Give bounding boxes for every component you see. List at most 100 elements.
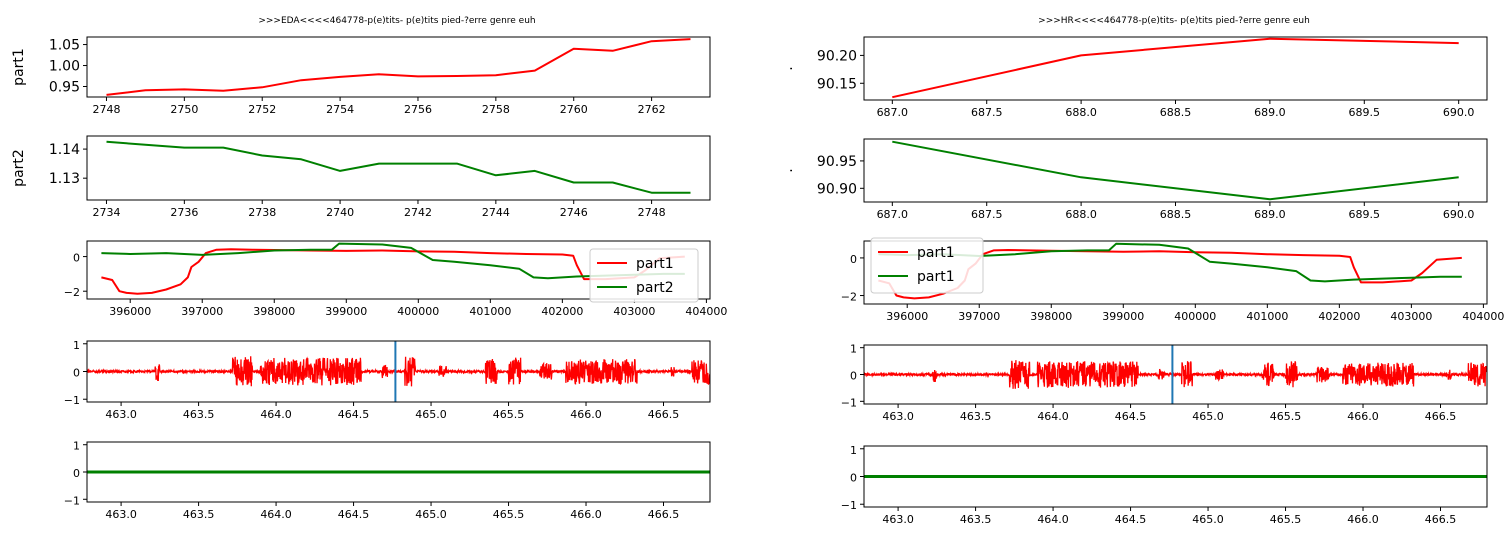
x-tick-label: 466.0: [1347, 410, 1379, 423]
x-tick-label: 687.5: [971, 208, 1003, 221]
subplot-eda_audio: 463.0 463.5 464.0 464.5 465.0 465.5 466.0 466.5…: [64, 339, 711, 421]
y-tick-label: −1: [841, 499, 857, 512]
series-line-0: [892, 37, 1459, 99]
y-tick-label: 0: [850, 472, 857, 485]
y-tick-label: 1.13: [49, 171, 80, 187]
x-tick-label: 688.5: [1160, 208, 1192, 221]
x-tick-label: 398000: [253, 305, 295, 318]
x-tick-label: 465.5: [493, 508, 525, 521]
x-tick-label: 690.0: [1443, 106, 1475, 119]
x-tick-label: 2736: [170, 206, 198, 219]
x-tick-label: 688.5: [1160, 106, 1192, 119]
x-tick-label: 466.0: [570, 508, 602, 521]
x-tick-label: 2744: [482, 206, 510, 219]
axes-layer: 2748 2750 2752 2754 2756 2758 2760 27620.951.00…: [11, 36, 1504, 526]
axes-frame: [86, 240, 711, 300]
axes-frame: [86, 135, 711, 201]
x-tick-label: 404000: [1462, 310, 1504, 323]
plot-area: [106, 140, 691, 194]
x-tick-label: 687.0: [877, 106, 909, 119]
y-tick-label: 90.15: [817, 76, 857, 92]
x-tick-label: 463.0: [105, 408, 137, 421]
x-tick-label: 401000: [469, 305, 511, 318]
x-tick-label: 464.0: [1037, 513, 1069, 526]
x-tick-label: 466.0: [570, 408, 602, 421]
y-axis-label: .: [780, 168, 796, 172]
y-axis-label: part1: [11, 48, 27, 86]
y-tick-label: −2: [64, 286, 80, 299]
right-figure-title: >>>HR<<<<464778-p(e)tits- p(e)tits pied-…: [1038, 16, 1310, 26]
x-tick-label: 466.5: [648, 508, 680, 521]
x-tick-label: 466.5: [1425, 410, 1457, 423]
subplot-eda_overlay: 396000 397000 398000 399000 400000 401000 4020…: [64, 240, 727, 318]
y-axis-label: .: [780, 66, 796, 70]
x-tick-label: 2734: [92, 206, 120, 219]
x-tick-label: 465.0: [415, 408, 447, 421]
x-tick-label: 397000: [958, 310, 1000, 323]
x-tick-label: 398000: [1030, 310, 1072, 323]
y-tick-label: 1.05: [49, 38, 80, 54]
y-tick-label: 0: [73, 367, 80, 380]
x-tick-label: 466.5: [1425, 513, 1457, 526]
y-tick-label: −2: [841, 291, 857, 304]
x-tick-label: 687.5: [971, 106, 1003, 119]
x-tick-label: 465.0: [1192, 513, 1224, 526]
subplot-eda_flat: 463.0 463.5 464.0 464.5 465.0 465.5 466.0 466.5…: [64, 440, 711, 521]
x-tick-label: 2754: [326, 103, 354, 116]
subplot-hr_flat: 463.0 463.5 464.0 464.5 465.0 465.5 466.0 466.5…: [841, 444, 1488, 526]
x-tick-label: 2746: [560, 206, 588, 219]
y-tick-label: 90.95: [817, 154, 857, 170]
y-tick-label: 1.00: [49, 59, 80, 75]
y-tick-label: −1: [64, 394, 80, 407]
x-tick-label: 404000: [685, 305, 727, 318]
y-axis-label: part2: [11, 149, 27, 187]
plot-area: [864, 345, 1487, 404]
audio-waveform: [864, 360, 1487, 389]
y-tick-label: −1: [841, 396, 857, 409]
x-tick-label: 2740: [326, 206, 354, 219]
x-tick-label: 463.5: [183, 508, 215, 521]
y-tick-label: 1: [73, 440, 80, 453]
legend-label: part1: [636, 256, 674, 272]
x-tick-label: 465.0: [1192, 410, 1224, 423]
x-tick-label: 464.0: [1037, 410, 1069, 423]
x-tick-label: 2762: [638, 103, 666, 116]
x-tick-label: 688.0: [1065, 208, 1097, 221]
x-tick-label: 464.0: [260, 408, 292, 421]
x-tick-label: 464.5: [1115, 513, 1147, 526]
legend: part1 part2: [589, 248, 699, 303]
legend-label: part1: [917, 269, 955, 285]
y-tick-label: 0: [73, 252, 80, 265]
x-tick-label: 463.0: [882, 513, 914, 526]
x-tick-label: 463.5: [183, 408, 215, 421]
x-tick-label: 399000: [325, 305, 367, 318]
y-tick-label: 0: [73, 467, 80, 480]
x-tick-label: 2742: [404, 206, 432, 219]
subplot-eda_part2: 2734 2736 2738 2740 2742 2744 2746 2748 1.13 1.14…: [11, 135, 711, 219]
y-tick-label: 90.90: [817, 181, 857, 197]
plot-area: [87, 341, 710, 402]
x-tick-label: 690.0: [1443, 208, 1475, 221]
x-tick-label: 463.0: [105, 508, 137, 521]
series-line-0: [106, 38, 691, 96]
axes-frame: [86, 36, 711, 98]
x-tick-label: 463.5: [960, 513, 992, 526]
x-tick-label: 396000: [886, 310, 928, 323]
x-tick-label: 2748: [92, 103, 120, 116]
x-tick-label: 400000: [397, 305, 439, 318]
y-tick-label: 0: [850, 253, 857, 266]
y-tick-label: −1: [64, 494, 80, 507]
x-tick-label: 689.5: [1349, 106, 1381, 119]
subplot-hr_overlay: 396000 397000 398000 399000 400000 401000 4020…: [841, 237, 1504, 323]
x-tick-label: 2750: [170, 103, 198, 116]
x-tick-label: 396000: [109, 305, 151, 318]
x-tick-label: 465.5: [1270, 513, 1302, 526]
x-tick-label: 463.5: [960, 410, 992, 423]
x-tick-label: 466.0: [1347, 513, 1379, 526]
x-tick-label: 465.5: [1270, 410, 1302, 423]
y-tick-label: 1: [850, 343, 857, 356]
x-tick-label: 464.5: [1115, 410, 1147, 423]
x-tick-label: 689.0: [1254, 208, 1286, 221]
x-tick-label: 464.5: [338, 508, 370, 521]
